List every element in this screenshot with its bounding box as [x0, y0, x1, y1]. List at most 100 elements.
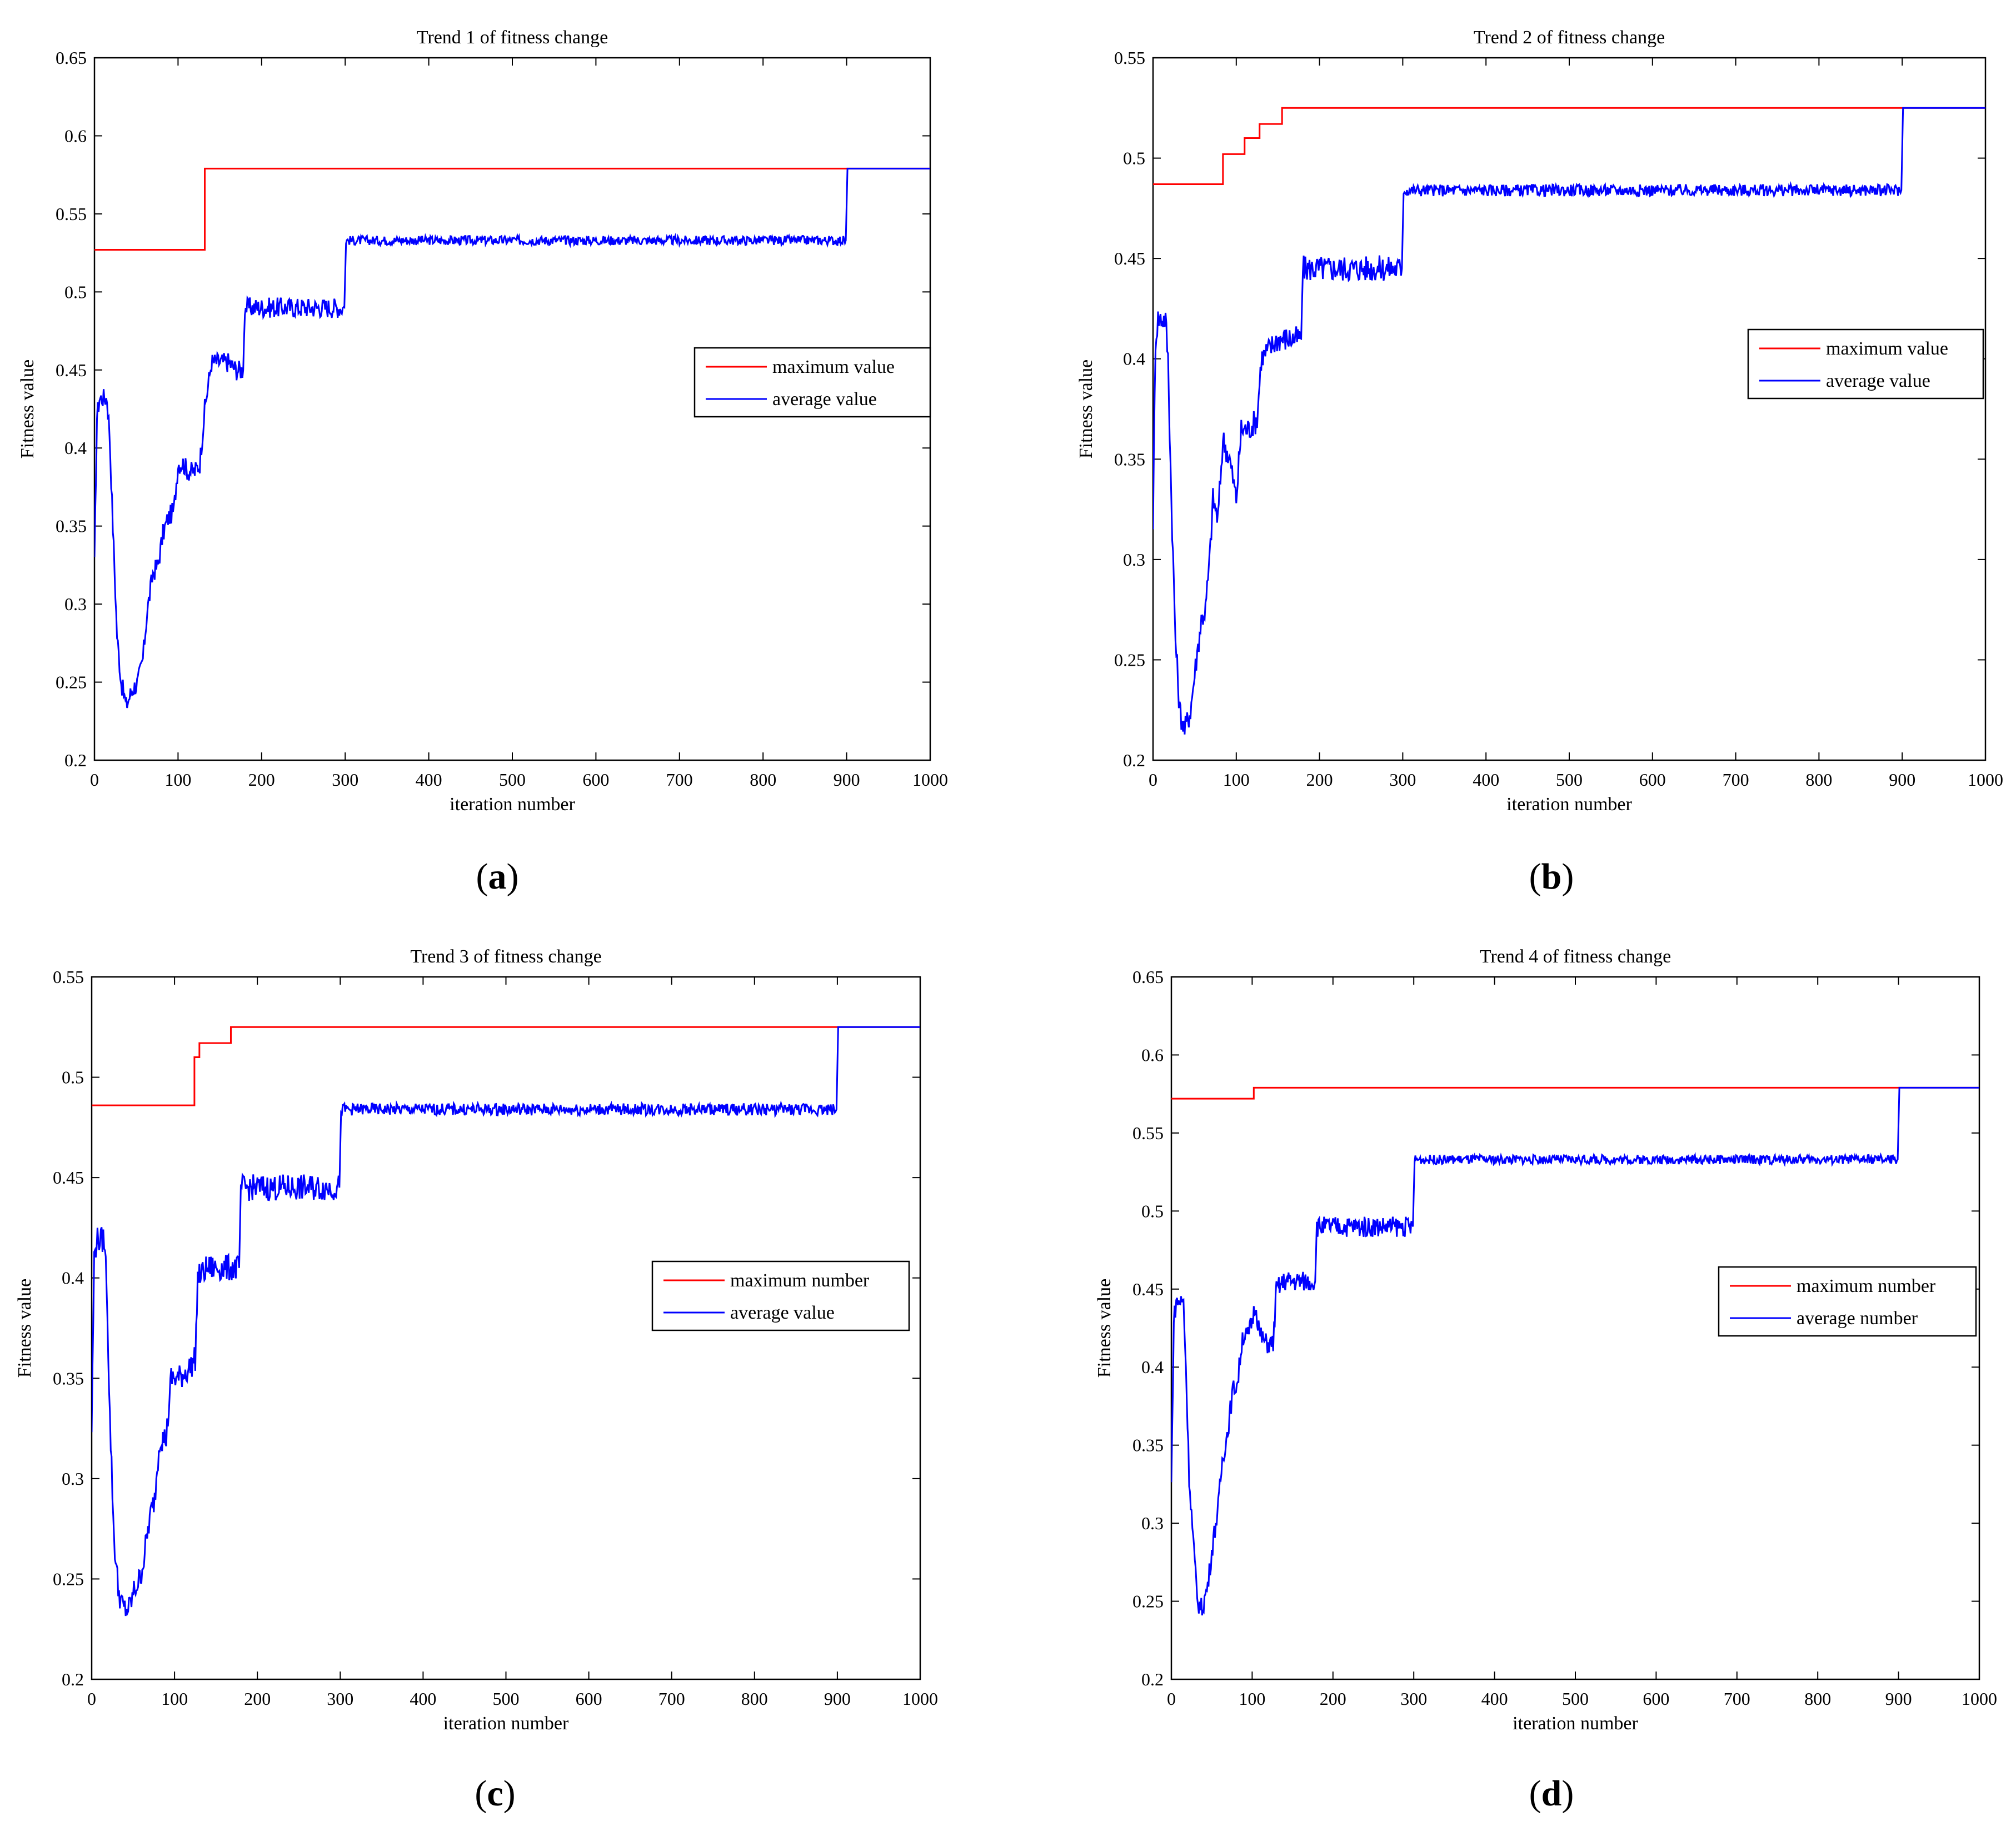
x-axis-label: iteration number [1506, 794, 1632, 815]
x-tick-label: 0 [87, 1689, 96, 1709]
legend-label: maximum value [1826, 338, 1948, 359]
y-axis-label: Fitness value [1094, 1279, 1115, 1378]
y-tick-label: 0.3 [1123, 550, 1145, 570]
x-tick-label: 1000 [1962, 1689, 1997, 1709]
series-line-maximum-number [1171, 1086, 1979, 1100]
series-line-maximum-number [92, 1026, 920, 1106]
y-tick-label: 0.55 [1132, 1123, 1164, 1143]
y-tick-label: 0.5 [1123, 148, 1145, 168]
x-tick-label: 300 [332, 770, 358, 790]
y-tick-label: 0.5 [64, 282, 87, 302]
x-tick-label: 500 [1556, 770, 1583, 790]
x-tick-label: 600 [582, 770, 609, 790]
x-tick-label: 500 [1562, 1689, 1589, 1709]
y-tick-label: 0.5 [1141, 1201, 1164, 1221]
y-tick-label: 0.25 [1132, 1591, 1164, 1612]
y-axis-label: Fitness value [1076, 360, 1096, 458]
legend-label: average value [772, 389, 877, 410]
x-tick-label: 0 [1167, 1689, 1176, 1709]
x-tick-label: 800 [1804, 1689, 1831, 1709]
x-tick-label: 600 [1643, 1689, 1669, 1709]
x-tick-label: 100 [1239, 1689, 1265, 1709]
series-line-maximum-value [1153, 107, 1985, 186]
legend-label: maximum number [1797, 1276, 1936, 1296]
chart-title: Trend 3 of fitness change [410, 946, 601, 967]
y-tick-label: 0.4 [64, 438, 87, 458]
chart-title: Trend 4 of fitness change [1480, 946, 1671, 967]
x-axis-label: iteration number [443, 1713, 569, 1734]
x-tick-label: 900 [834, 770, 860, 790]
chart-3: Trend 4 of fitness change iteration numbe… [1094, 946, 1997, 1734]
y-tick-label: 0.3 [1141, 1513, 1164, 1533]
chart-title: Trend 2 of fitness change [1474, 27, 1665, 48]
legend-label: average value [1826, 371, 1930, 391]
x-tick-label: 400 [1473, 770, 1499, 790]
x-tick-label: 200 [1306, 770, 1333, 790]
x-tick-label: 800 [741, 1689, 768, 1709]
x-tick-label: 400 [410, 1689, 436, 1709]
legend-box [693, 347, 931, 418]
y-tick-label: 0.55 [1114, 48, 1145, 68]
plot-frame [1152, 57, 1987, 761]
y-tick-label: 0.6 [64, 126, 87, 146]
y-tick-label: 0.55 [53, 967, 84, 987]
x-tick-label: 700 [666, 770, 693, 790]
series-line-average-value [1153, 107, 1985, 735]
x-tick-label: 0 [90, 770, 99, 790]
x-tick-label: 900 [1885, 1689, 1912, 1709]
x-tick-label: 100 [1223, 770, 1250, 790]
y-tick-label: 0.45 [1132, 1279, 1164, 1299]
legend-box [1747, 328, 1984, 400]
panel-label-a: (a) [476, 856, 519, 897]
legend: maximum value average value [693, 347, 931, 418]
x-tick-label: 500 [499, 770, 526, 790]
x-tick-label: 600 [576, 1689, 602, 1709]
x-tick-label: 300 [1389, 770, 1416, 790]
legend: maximum number average number [1718, 1266, 1977, 1337]
x-tick-label: 1000 [1968, 770, 2003, 790]
panel-label-c: (c) [475, 1773, 516, 1814]
y-tick-label: 0.25 [56, 672, 87, 692]
x-tick-label: 700 [1724, 1689, 1750, 1709]
legend: maximum value average value [1747, 328, 1984, 400]
y-tick-label: 0.35 [1114, 449, 1145, 469]
x-tick-label: 900 [1889, 770, 1915, 790]
y-tick-label: 0.2 [1123, 750, 1145, 770]
chart-1: Trend 2 of fitness change iteration numbe… [1076, 27, 2003, 815]
x-tick-label: 300 [1400, 1689, 1427, 1709]
x-tick-label: 200 [1320, 1689, 1346, 1709]
legend-label: maximum value [772, 357, 895, 377]
series-line-maximum-value [94, 167, 930, 251]
panel-label-b: (b) [1529, 856, 1574, 897]
y-tick-label: 0.3 [62, 1469, 84, 1489]
x-tick-label: 400 [416, 770, 442, 790]
y-tick-label: 0.45 [56, 360, 87, 380]
legend: maximum number average value [651, 1260, 910, 1331]
y-tick-label: 0.4 [1123, 349, 1145, 369]
chart-2: Trend 3 of fitness change iteration numbe… [14, 946, 938, 1734]
x-tick-label: 400 [1481, 1689, 1508, 1709]
x-tick-label: 500 [493, 1689, 520, 1709]
y-tick-label: 0.3 [64, 594, 87, 614]
y-axis-label: Fitness value [14, 1279, 35, 1378]
x-tick-label: 800 [750, 770, 776, 790]
x-tick-label: 300 [327, 1689, 353, 1709]
y-tick-label: 0.25 [53, 1569, 84, 1589]
y-tick-label: 0.35 [1132, 1435, 1164, 1455]
legend-label: average number [1797, 1308, 1918, 1329]
x-tick-label: 700 [658, 1689, 685, 1709]
series-line-average-value [94, 167, 930, 709]
x-tick-label: 100 [164, 770, 191, 790]
y-tick-label: 0.35 [56, 516, 87, 536]
x-tick-label: 1000 [912, 770, 948, 790]
panel-label-d: (d) [1529, 1773, 1574, 1814]
y-tick-label: 0.65 [56, 48, 87, 68]
y-tick-label: 0.4 [62, 1268, 84, 1288]
legend-box [1718, 1266, 1977, 1337]
y-axis-label: Fitness value [17, 360, 38, 458]
x-tick-label: 800 [1805, 770, 1832, 790]
y-tick-label: 0.2 [64, 750, 87, 770]
y-tick-label: 0.5 [62, 1067, 84, 1087]
